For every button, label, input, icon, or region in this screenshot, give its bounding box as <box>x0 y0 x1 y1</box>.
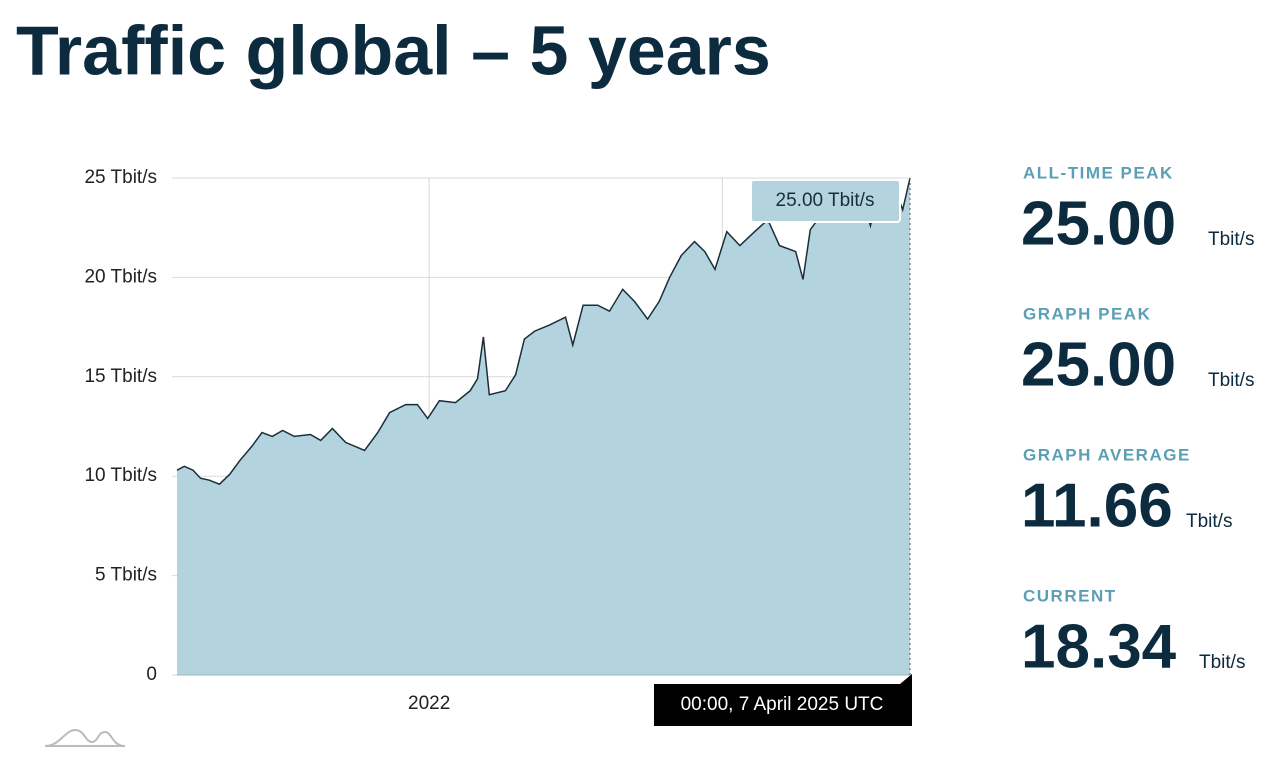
stat-label: ALL-TIME PEAK <box>1023 163 1174 182</box>
stat-label: GRAPH AVERAGE <box>1023 445 1191 464</box>
tooltip-value: 25.00 Tbit/s <box>776 190 875 211</box>
page-title: Traffic global – 5 years <box>16 11 771 89</box>
stat-value: 11.66 <box>1021 471 1173 540</box>
stat-label: GRAPH PEAK <box>1023 304 1151 323</box>
stat-unit: Tbit/s <box>1208 229 1254 250</box>
stat-unit: Tbit/s <box>1199 652 1245 673</box>
y-tick-label: 0 <box>146 664 157 685</box>
tooltip-date: 00:00, 7 April 2025 UTC <box>681 694 884 715</box>
logo-icon <box>44 728 126 747</box>
tooltip-date-notch <box>900 674 912 684</box>
logo <box>44 728 126 747</box>
stat-value: 18.34 <box>1021 612 1177 681</box>
stat-value: 25.00 <box>1021 330 1176 399</box>
tooltip-date-box <box>654 684 912 726</box>
y-tick-label: 15 Tbit/s <box>84 366 157 387</box>
area <box>177 178 910 675</box>
tooltip-box <box>750 179 901 223</box>
stat-value: 25.00 <box>1021 189 1176 258</box>
line <box>176 177 911 486</box>
stat-unit: Tbit/s <box>1208 370 1254 391</box>
stat-label: CURRENT <box>1023 586 1117 605</box>
x-tick-label: 2022 <box>408 693 450 714</box>
y-tick-label: 25 Tbit/s <box>84 167 157 188</box>
y-tick-label: 20 Tbit/s <box>84 266 157 287</box>
y-tick-label: 10 Tbit/s <box>84 465 157 486</box>
y-tick-label: 5 Tbit/s <box>95 565 157 586</box>
stat-unit: Tbit/s <box>1186 511 1232 532</box>
